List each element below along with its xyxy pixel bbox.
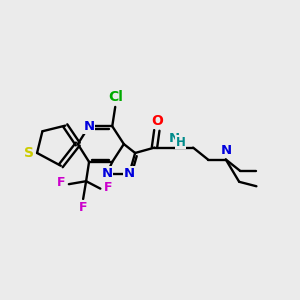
Text: N: N (101, 167, 112, 180)
Text: Cl: Cl (109, 90, 124, 104)
Text: N: N (169, 132, 180, 145)
Text: N: N (83, 120, 94, 133)
Text: F: F (103, 181, 112, 194)
Text: N: N (221, 144, 232, 157)
Text: F: F (79, 201, 87, 214)
Text: H: H (176, 136, 185, 149)
Text: F: F (57, 176, 66, 190)
Text: O: O (151, 115, 163, 128)
Text: S: S (24, 146, 34, 160)
Text: N: N (124, 167, 135, 180)
